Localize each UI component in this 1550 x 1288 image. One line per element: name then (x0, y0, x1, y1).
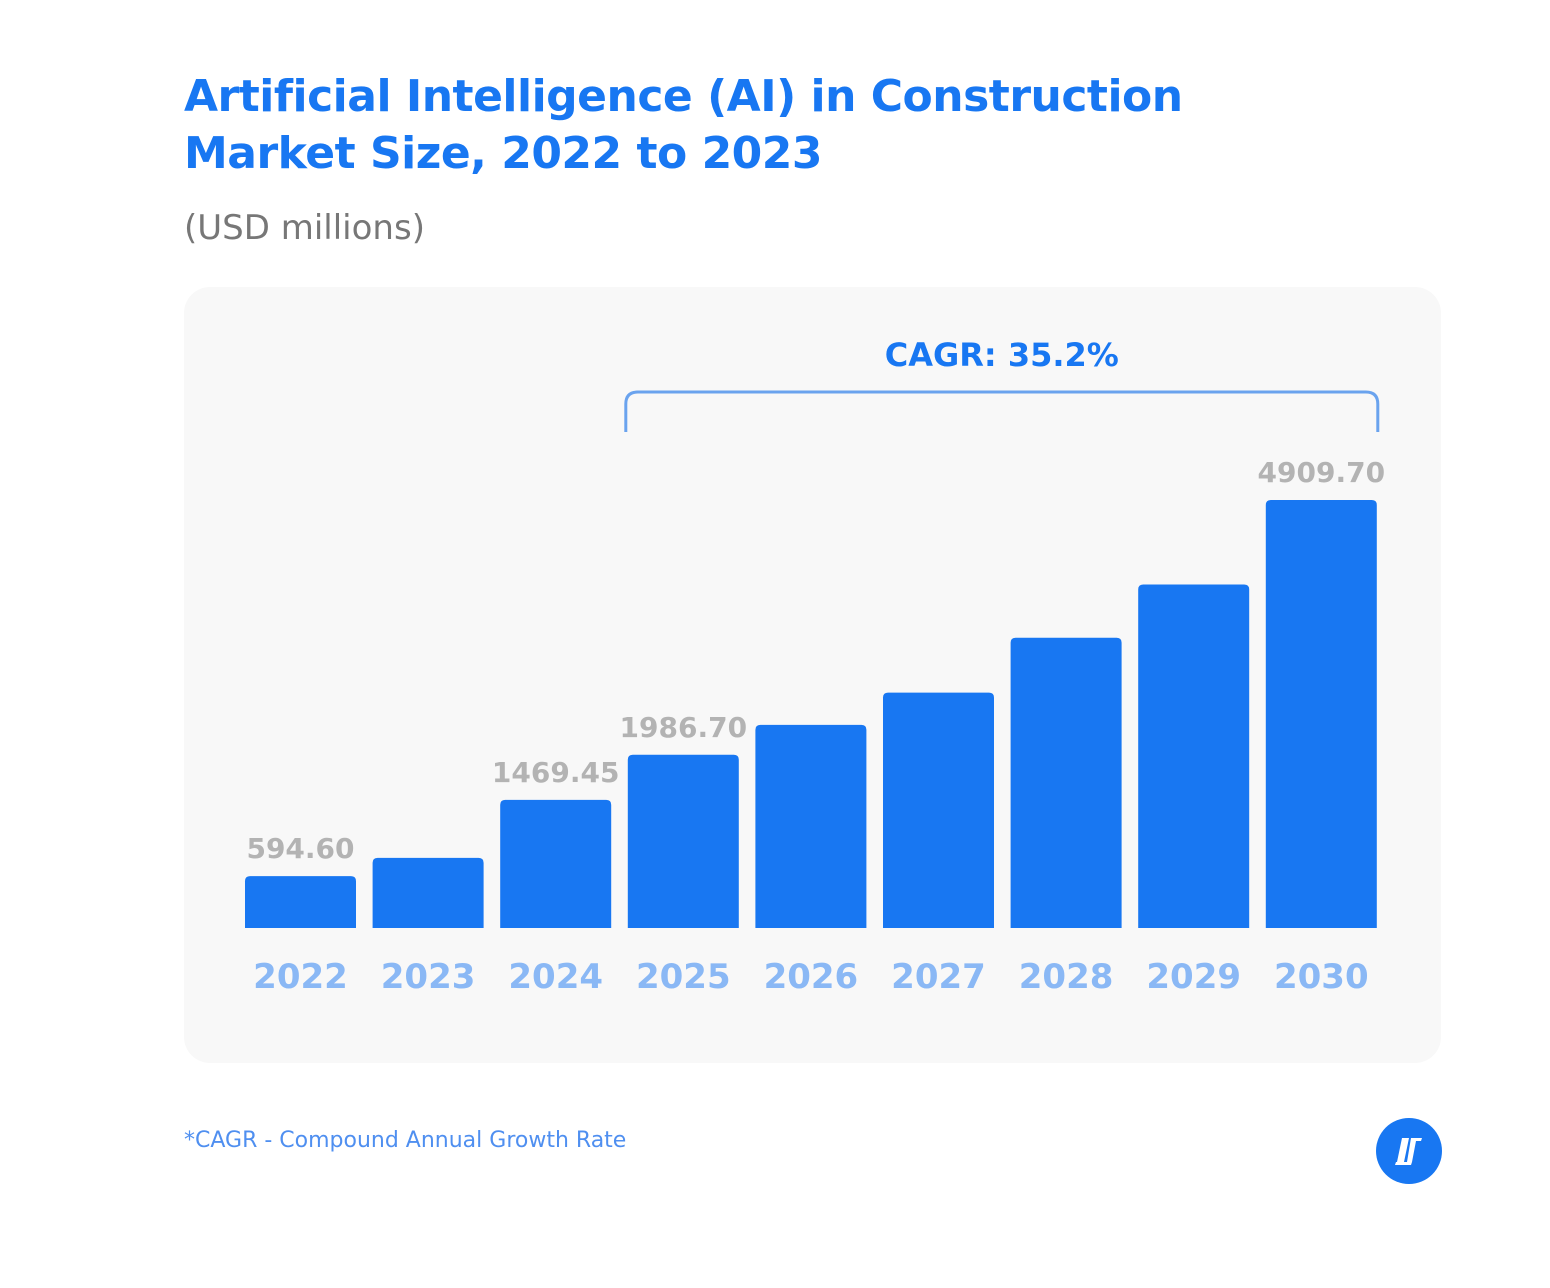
x-tick-label: 2027 (891, 957, 986, 997)
cagr-bracket (624, 390, 1380, 432)
data-label: 594.60 (246, 832, 354, 865)
brand-logo-icon (1376, 1118, 1442, 1184)
x-tick-label: 2026 (764, 957, 859, 997)
bar-2023 (372, 857, 484, 928)
x-tick-label: 2030 (1274, 957, 1369, 997)
data-label: 1469.45 (492, 756, 620, 789)
footnote: *CAGR - Compound Annual Growth Rate (184, 1128, 627, 1153)
data-label: 1986.70 (620, 711, 748, 744)
bar-2029 (1138, 584, 1250, 928)
cagr-annotation: CAGR: 35.2% (885, 336, 1119, 374)
data-label: 4909.70 (1258, 456, 1386, 489)
x-tick-label: 2025 (636, 957, 731, 997)
bar-2030 (1265, 500, 1377, 928)
bar-2024 (500, 799, 612, 928)
x-tick-label: 2022 (253, 957, 348, 997)
x-tick-label: 2024 (508, 957, 603, 997)
chart-subtitle: (USD millions) (184, 208, 425, 248)
bar-2027 (883, 692, 994, 928)
x-tick-label: 2028 (1019, 957, 1114, 997)
x-tick-label: 2023 (381, 957, 476, 997)
bar-2025 (627, 754, 739, 928)
bar-2022 (245, 876, 356, 928)
bar-2026 (755, 724, 867, 928)
x-tick-label: 2029 (1146, 957, 1241, 997)
chart-title: Artificial Intelligence (AI) in Construc… (184, 71, 1183, 179)
bar-2028 (1010, 637, 1122, 928)
